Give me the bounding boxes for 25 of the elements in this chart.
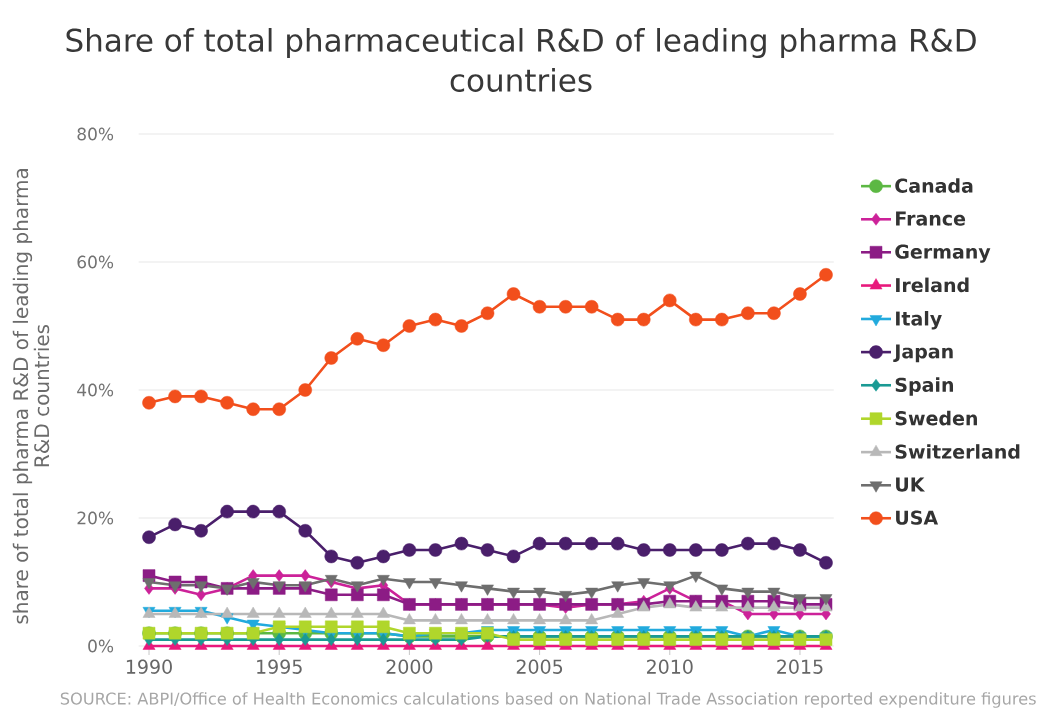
x-tick-label: 2000 — [386, 659, 433, 674]
legend-label: Spain — [895, 377, 953, 396]
y-tick-label: 60% — [77, 255, 114, 269]
legend-label: Ireland — [896, 277, 969, 293]
x-tick-label: 1990 — [126, 659, 172, 674]
chart-title: Share of total pharmaceutical R&D of leading pharma R&D countries — [66, 28, 976, 92]
legend-label: Switzerland — [895, 444, 1020, 459]
x-tick-label: 1995 — [257, 659, 302, 674]
y-tick-label: 40% — [77, 383, 114, 397]
x-tick-label: 2005 — [516, 659, 563, 674]
legend-label: Japan — [893, 344, 953, 363]
legend-label: Canada — [895, 178, 973, 193]
y-tick-label: 80% — [77, 127, 114, 141]
legend-label: Italy — [896, 311, 942, 330]
x-tick-label: 2015 — [777, 659, 823, 674]
legend-label: Sweden — [895, 410, 977, 426]
legend-label: UK — [896, 477, 926, 492]
y-tick-label: 0% — [88, 639, 114, 653]
y-tick-label: 20% — [77, 511, 114, 525]
y-axis-title: share of total pharma R&D of leading pharma R&D countries — [12, 169, 50, 624]
legend-label: Germany — [895, 244, 991, 263]
source-note: SOURCE: ABPI/Office of Health Economics calculations based on National Trade Association reported expenditure figures — [60, 692, 1036, 708]
x-tick-label: 2010 — [646, 659, 693, 674]
legend-label: France — [896, 211, 966, 226]
legend-label: USA — [896, 510, 939, 525]
